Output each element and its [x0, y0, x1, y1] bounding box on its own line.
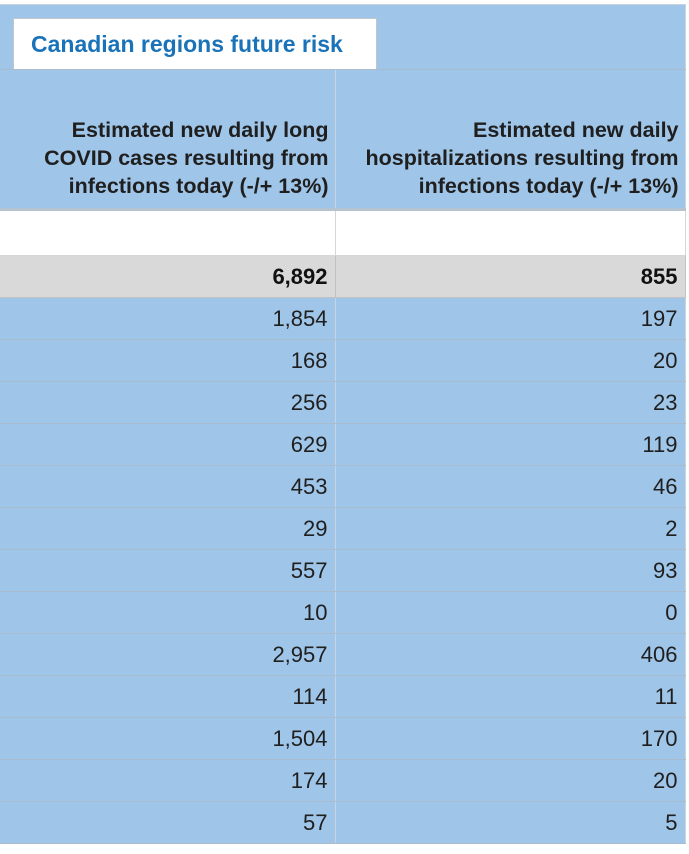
- total-hospitalizations-value: 855: [640, 263, 678, 289]
- long-covid-value: 29: [303, 515, 328, 541]
- table-row: 2,957 406: [0, 633, 686, 676]
- long-covid-cell[interactable]: 256: [0, 381, 336, 424]
- hospitalizations-value: 46: [653, 473, 678, 499]
- header-row: Estimated new daily long COVID cases res…: [0, 69, 686, 211]
- hospitalizations-cell[interactable]: 11: [335, 675, 686, 718]
- hospitalizations-cell[interactable]: 23: [335, 381, 686, 424]
- column-header-label: Estimated new daily long COVID cases res…: [44, 118, 329, 198]
- table-row: 10 0: [0, 591, 686, 634]
- hospitalizations-cell[interactable]: 197: [335, 297, 686, 340]
- total-long-covid-cell[interactable]: 6,892: [0, 255, 336, 298]
- data-table: Canadian regions future risk Estimated n…: [0, 4, 686, 844]
- long-covid-value: 453: [290, 473, 328, 499]
- long-covid-cell[interactable]: 1,854: [0, 297, 336, 340]
- hospitalizations-value: 0: [665, 599, 678, 625]
- hospitalizations-value: 2: [665, 515, 678, 541]
- blank-cell[interactable]: [0, 209, 336, 256]
- total-row: 6,892 855: [0, 255, 686, 298]
- long-covid-value: 1,854: [272, 305, 328, 331]
- long-covid-cell[interactable]: 1,504: [0, 717, 336, 760]
- long-covid-cell[interactable]: 453: [0, 465, 336, 508]
- long-covid-value: 1,504: [272, 725, 328, 751]
- long-covid-cell[interactable]: 2,957: [0, 633, 336, 676]
- total-long-covid-value: 6,892: [272, 263, 328, 289]
- long-covid-value: 2,957: [272, 641, 328, 667]
- hospitalizations-value: 406: [640, 641, 678, 667]
- hospitalizations-value: 119: [642, 431, 678, 457]
- long-covid-value: 174: [290, 767, 328, 793]
- long-covid-cell[interactable]: 10: [0, 591, 336, 634]
- long-covid-cell[interactable]: 174: [0, 759, 336, 802]
- hospitalizations-value: 11: [654, 683, 678, 709]
- hospitalizations-value: 5: [665, 809, 678, 835]
- long-covid-value: 256: [290, 389, 328, 415]
- long-covid-cell[interactable]: 168: [0, 339, 336, 382]
- table-row: 1,854 197: [0, 297, 686, 340]
- table-row: 1,504 170: [0, 717, 686, 760]
- column-header-label: Estimated new daily hospitalizations res…: [365, 118, 679, 198]
- long-covid-value: 557: [290, 557, 328, 583]
- tab-row-empty-cell[interactable]: [335, 4, 686, 70]
- total-hospitalizations-cell[interactable]: 855: [335, 255, 686, 298]
- hospitalizations-cell[interactable]: 46: [335, 465, 686, 508]
- tab-cell: Canadian regions future risk: [0, 4, 377, 70]
- table-row: 174 20: [0, 759, 686, 802]
- hospitalizations-cell[interactable]: 2: [335, 507, 686, 550]
- hospitalizations-value: 170: [640, 725, 678, 751]
- hospitalizations-cell[interactable]: 119: [335, 423, 686, 466]
- hospitalizations-value: 93: [653, 557, 678, 583]
- table-row: 256 23: [0, 381, 686, 424]
- blank-cell[interactable]: [335, 209, 686, 256]
- hospitalizations-cell[interactable]: 93: [335, 549, 686, 592]
- hospitalizations-cell[interactable]: 170: [335, 717, 686, 760]
- blank-row: [0, 209, 686, 256]
- long-covid-value: 10: [303, 599, 328, 625]
- sheet-tab-label: Canadian regions future risk: [31, 31, 343, 57]
- hospitalizations-value: 20: [653, 347, 678, 373]
- sheet-tab[interactable]: Canadian regions future risk: [13, 18, 377, 69]
- table-row: 57 5: [0, 801, 686, 844]
- long-covid-cell[interactable]: 629: [0, 423, 336, 466]
- hospitalizations-cell[interactable]: 20: [335, 759, 686, 802]
- long-covid-value: 114: [292, 683, 328, 709]
- hospitalizations-cell[interactable]: 0: [335, 591, 686, 634]
- column-header-hospitalizations[interactable]: Estimated new daily hospitalizations res…: [335, 69, 686, 211]
- long-covid-value: 168: [290, 347, 328, 373]
- hospitalizations-cell[interactable]: 20: [335, 339, 686, 382]
- hospitalizations-value: 20: [653, 767, 678, 793]
- table-row: 453 46: [0, 465, 686, 508]
- hospitalizations-cell[interactable]: 406: [335, 633, 686, 676]
- hospitalizations-value: 23: [653, 389, 678, 415]
- hospitalizations-cell[interactable]: 5: [335, 801, 686, 844]
- long-covid-cell[interactable]: 557: [0, 549, 336, 592]
- table-row: 168 20: [0, 339, 686, 382]
- column-header-long-covid[interactable]: Estimated new daily long COVID cases res…: [0, 69, 336, 211]
- table-row: 629 119: [0, 423, 686, 466]
- table-row: 114 11: [0, 675, 686, 718]
- long-covid-cell[interactable]: 57: [0, 801, 336, 844]
- long-covid-value: 629: [290, 431, 328, 457]
- table-row: 29 2: [0, 507, 686, 550]
- long-covid-cell[interactable]: 114: [0, 675, 336, 718]
- long-covid-value: 57: [303, 809, 328, 835]
- tab-row: Canadian regions future risk: [0, 4, 686, 70]
- hospitalizations-value: 197: [640, 305, 678, 331]
- table-row: 557 93: [0, 549, 686, 592]
- long-covid-cell[interactable]: 29: [0, 507, 336, 550]
